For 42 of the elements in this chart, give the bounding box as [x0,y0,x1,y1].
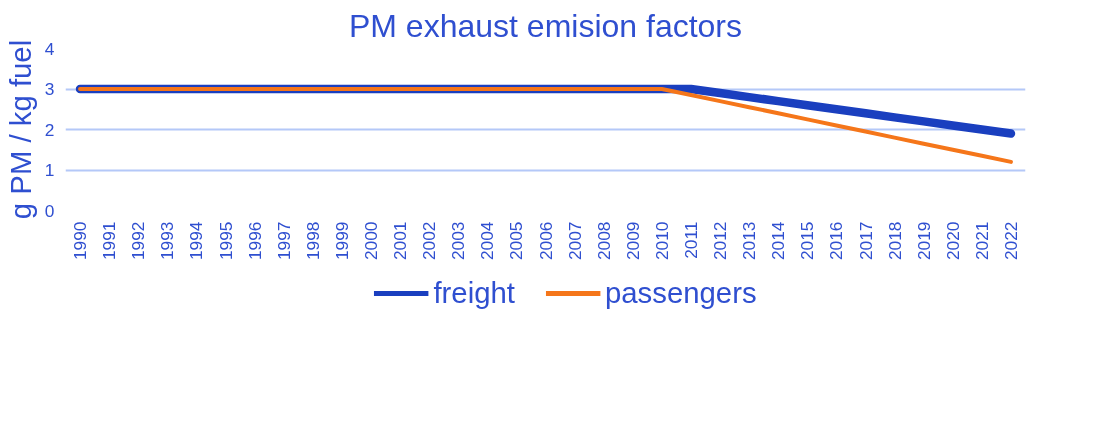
chart-title: PM exhaust emision factors [348,7,743,44]
x-tick-label: 2021 [971,221,992,261]
x-tick-label: 1997 [273,221,294,261]
x-tick-label: 2000 [360,221,381,261]
x-tick-label: 1993 [157,221,178,261]
x-tick-label: 1998 [302,221,323,261]
x-tick-label: 2022 [1000,221,1021,261]
x-tick-label: 2008 [593,221,614,261]
y-tick-label: 2 [44,119,55,140]
x-tick-label: 2012 [710,221,731,261]
x-tick-label: 2010 [651,221,672,261]
x-tick-label: 2019 [913,221,934,261]
y-tick-label: 1 [44,160,55,180]
x-tick-label: 2016 [826,221,847,261]
legend-label: freight [433,276,515,310]
y-axis-title: g PM / kg fuel [3,39,37,220]
x-tick-label: 2009 [622,221,643,261]
x-tick-label: 2003 [448,221,469,261]
x-tick-label: 1999 [331,221,352,261]
x-tick-label: 1991 [99,221,120,261]
x-tick-label: 2004 [477,221,498,261]
x-tick-label: 2002 [419,221,440,261]
y-tick-label: 4 [44,38,55,59]
y-tick-label: 0 [44,200,55,221]
x-tick-label: 1990 [70,221,91,261]
x-tick-label: 1995 [215,221,236,261]
x-tick-label: 2020 [942,221,963,261]
x-tick-label: 2005 [506,221,527,261]
x-tick-label: 2011 [680,221,701,259]
x-tick-label: 1992 [128,221,149,261]
x-tick-label: 2015 [797,221,818,261]
x-tick-label: 2017 [855,221,876,261]
x-tick-label: 2018 [884,221,905,261]
x-tick-label: 2014 [768,221,789,261]
y-tick-label: 3 [44,79,55,99]
x-tick-label: 1994 [186,221,207,261]
x-tick-label: 2006 [535,221,556,261]
x-tick-label: 2001 [390,221,411,261]
x-tick-label: 2007 [564,221,585,261]
x-tick-label: 2013 [739,221,760,261]
x-tick-label: 1996 [244,221,265,261]
legend-label: passengers [604,276,757,310]
